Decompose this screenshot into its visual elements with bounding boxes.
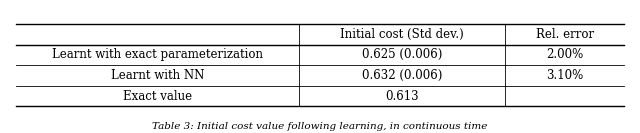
- Text: 0.625 (0.006): 0.625 (0.006): [362, 48, 442, 61]
- Text: Table 3: Initial cost value following learning, in continuous time: Table 3: Initial cost value following le…: [152, 122, 488, 131]
- Text: 0.632 (0.006): 0.632 (0.006): [362, 69, 442, 82]
- Text: Learnt with exact parameterization: Learnt with exact parameterization: [52, 48, 263, 61]
- Text: 2.00%: 2.00%: [546, 48, 583, 61]
- Text: Learnt with NN: Learnt with NN: [111, 69, 204, 82]
- Text: 0.613: 0.613: [385, 90, 419, 103]
- Text: Rel. error: Rel. error: [536, 28, 594, 41]
- Text: Initial cost (Std dev.): Initial cost (Std dev.): [340, 28, 464, 41]
- Text: Exact value: Exact value: [123, 90, 192, 103]
- Text: 3.10%: 3.10%: [546, 69, 583, 82]
